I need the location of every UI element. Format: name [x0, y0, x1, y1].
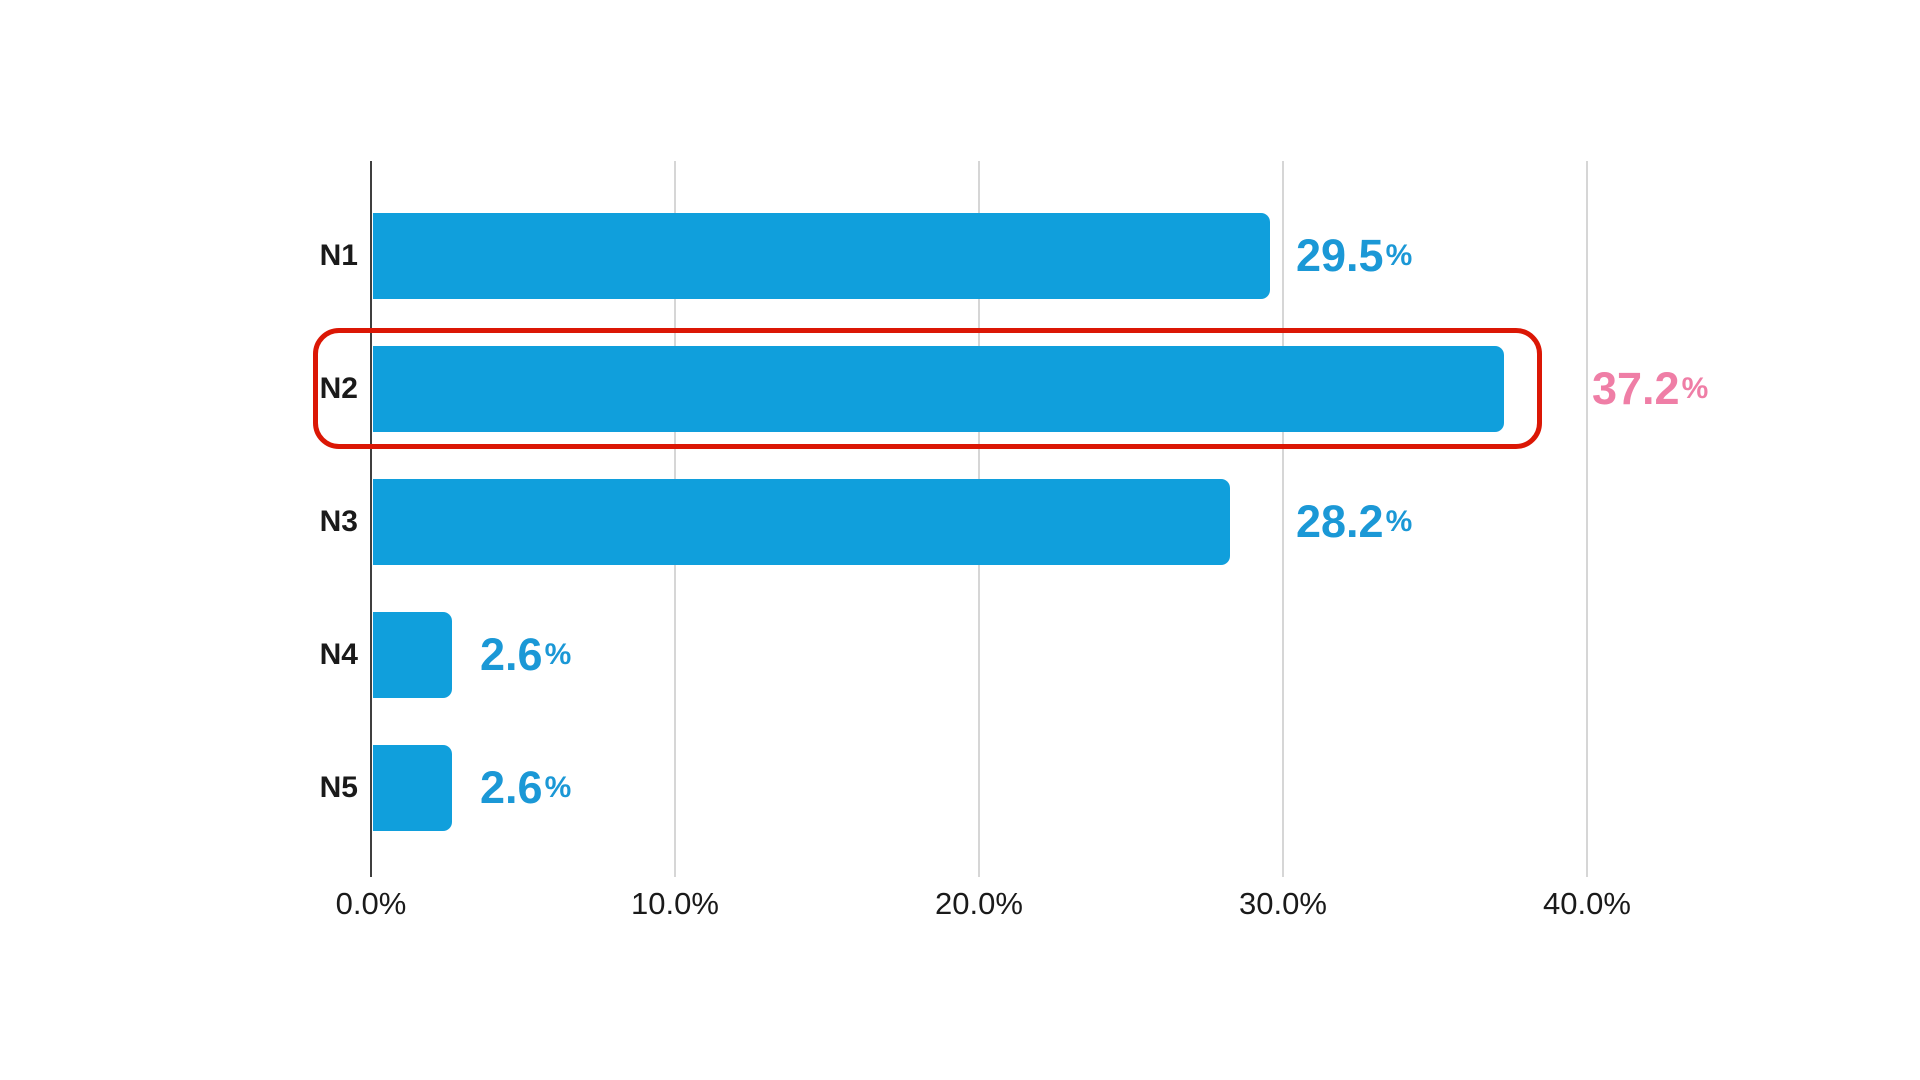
- gridline: [1282, 161, 1284, 877]
- x-tick-label: 10.0%: [631, 886, 719, 921]
- category-label: N5: [319, 771, 358, 804]
- highlight-ring: [313, 328, 1542, 449]
- value-number: 37.2: [1592, 363, 1680, 414]
- x-tick-label: 40.0%: [1543, 886, 1631, 921]
- value-number: 2.6: [480, 629, 543, 680]
- value-percent-sign: %: [1385, 239, 1413, 272]
- value-label: 37.2%: [1592, 346, 1708, 432]
- value-percent-sign: %: [1385, 505, 1413, 538]
- value-label: 2.6%: [480, 612, 571, 698]
- value-label: 29.5%: [1296, 213, 1412, 299]
- x-tick-label: 0.0%: [335, 886, 407, 921]
- value-label: 2.6%: [480, 745, 571, 831]
- bar-n5: [373, 745, 452, 831]
- bar-n4: [373, 612, 452, 698]
- value-number: 2.6: [480, 762, 543, 813]
- value-percent-sign: %: [544, 638, 572, 671]
- category-label: N4: [319, 638, 358, 671]
- y-axis-line: [370, 161, 372, 877]
- bar-n3: [373, 479, 1230, 565]
- value-number: 28.2: [1296, 496, 1384, 547]
- value-number: 29.5: [1296, 230, 1384, 281]
- category-label: N3: [319, 505, 358, 538]
- gridline: [1586, 161, 1588, 877]
- category-label: N2: [319, 372, 358, 405]
- x-tick-label: 30.0%: [1239, 886, 1327, 921]
- bar-n1: [373, 213, 1270, 299]
- value-label: 28.2%: [1296, 479, 1412, 565]
- value-percent-sign: %: [1681, 372, 1709, 405]
- value-percent-sign: %: [544, 771, 572, 804]
- category-label: N1: [319, 239, 358, 272]
- bar-n2: [373, 346, 1504, 432]
- x-tick-label: 20.0%: [935, 886, 1023, 921]
